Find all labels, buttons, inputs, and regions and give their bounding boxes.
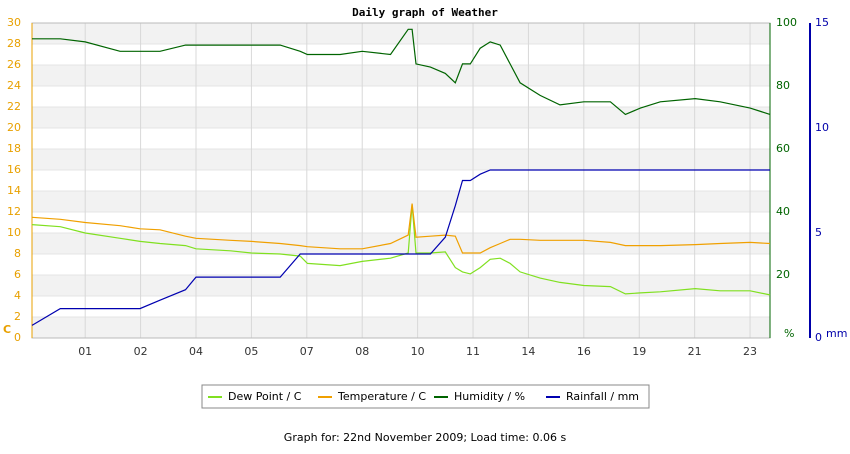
x-tick-label: 10 [411,345,425,358]
y-tick-label: 10 [7,226,21,239]
y2-tick-label: 20 [776,268,790,281]
x-tick-label: 23 [743,345,757,358]
series-line [31,169,770,326]
y2-tick-label: 80 [776,79,790,92]
y-tick-label: 6 [14,268,21,281]
x-tick-label: 19 [632,345,646,358]
y-tick-label: 12 [7,205,21,218]
x-tick-label: 04 [189,345,203,358]
x-tick-label: 21 [688,345,702,358]
y-tick-label: 18 [7,142,21,155]
y-tick-label: 8 [14,247,21,260]
legend: Dew Point / C Temperature / C Humidity / %… [201,384,650,409]
x-tick-label: 16 [577,345,591,358]
x-tick-label: 05 [244,345,258,358]
x-tick-label: 02 [134,345,148,358]
legend-label: Humidity / % [454,390,525,403]
x-tick-label: 07 [300,345,314,358]
y-tick-label: 30 [7,16,21,29]
y3-unit: mm [826,327,847,340]
band [32,233,770,254]
legend-label: Temperature / C [337,390,426,403]
y-tick-label: 22 [7,100,21,113]
y-tick-label: 4 [14,289,21,302]
x-tick-label: 14 [521,345,535,358]
series-line [31,204,771,296]
x-tick-label: 11 [466,345,480,358]
band [32,275,770,296]
y2-tick-label: 100 [776,16,797,29]
band [32,317,770,338]
series-line [31,203,771,254]
y-tick-label: 28 [7,37,21,50]
band [32,65,770,86]
band [32,191,770,212]
y-tick-label: 0 [14,331,21,344]
band [32,23,770,44]
legend-box [201,384,650,409]
legend-label: Dew Point / C [228,390,302,403]
y3-tick-label: 15 [815,16,829,29]
y-tick-label: 20 [7,121,21,134]
y-tick-label: 24 [7,79,21,92]
y-tick-label: 16 [7,163,21,176]
y2-unit: % [784,327,794,340]
legend-label: Rainfall / mm [566,390,639,403]
y2-tick-label: 60 [776,142,790,155]
chart-title: Daily graph of Weather [352,6,498,19]
band [32,107,770,128]
y-unit: C [3,323,11,336]
footer: Graph for: 22nd November 2009; Load time… [284,431,567,444]
band [32,149,770,170]
y-tick-label: 14 [7,184,21,197]
series-line [32,28,771,116]
y3-tick-label: 5 [815,226,822,239]
x-tick-label: 08 [355,345,369,358]
y-tick-label: 26 [7,58,21,71]
y2-tick-label: 40 [776,205,790,218]
y-tick-label: 2 [14,310,21,323]
y3-tick-label: 0 [815,331,822,344]
x-tick-label: 01 [78,345,92,358]
y3-tick-label: 10 [815,121,829,134]
